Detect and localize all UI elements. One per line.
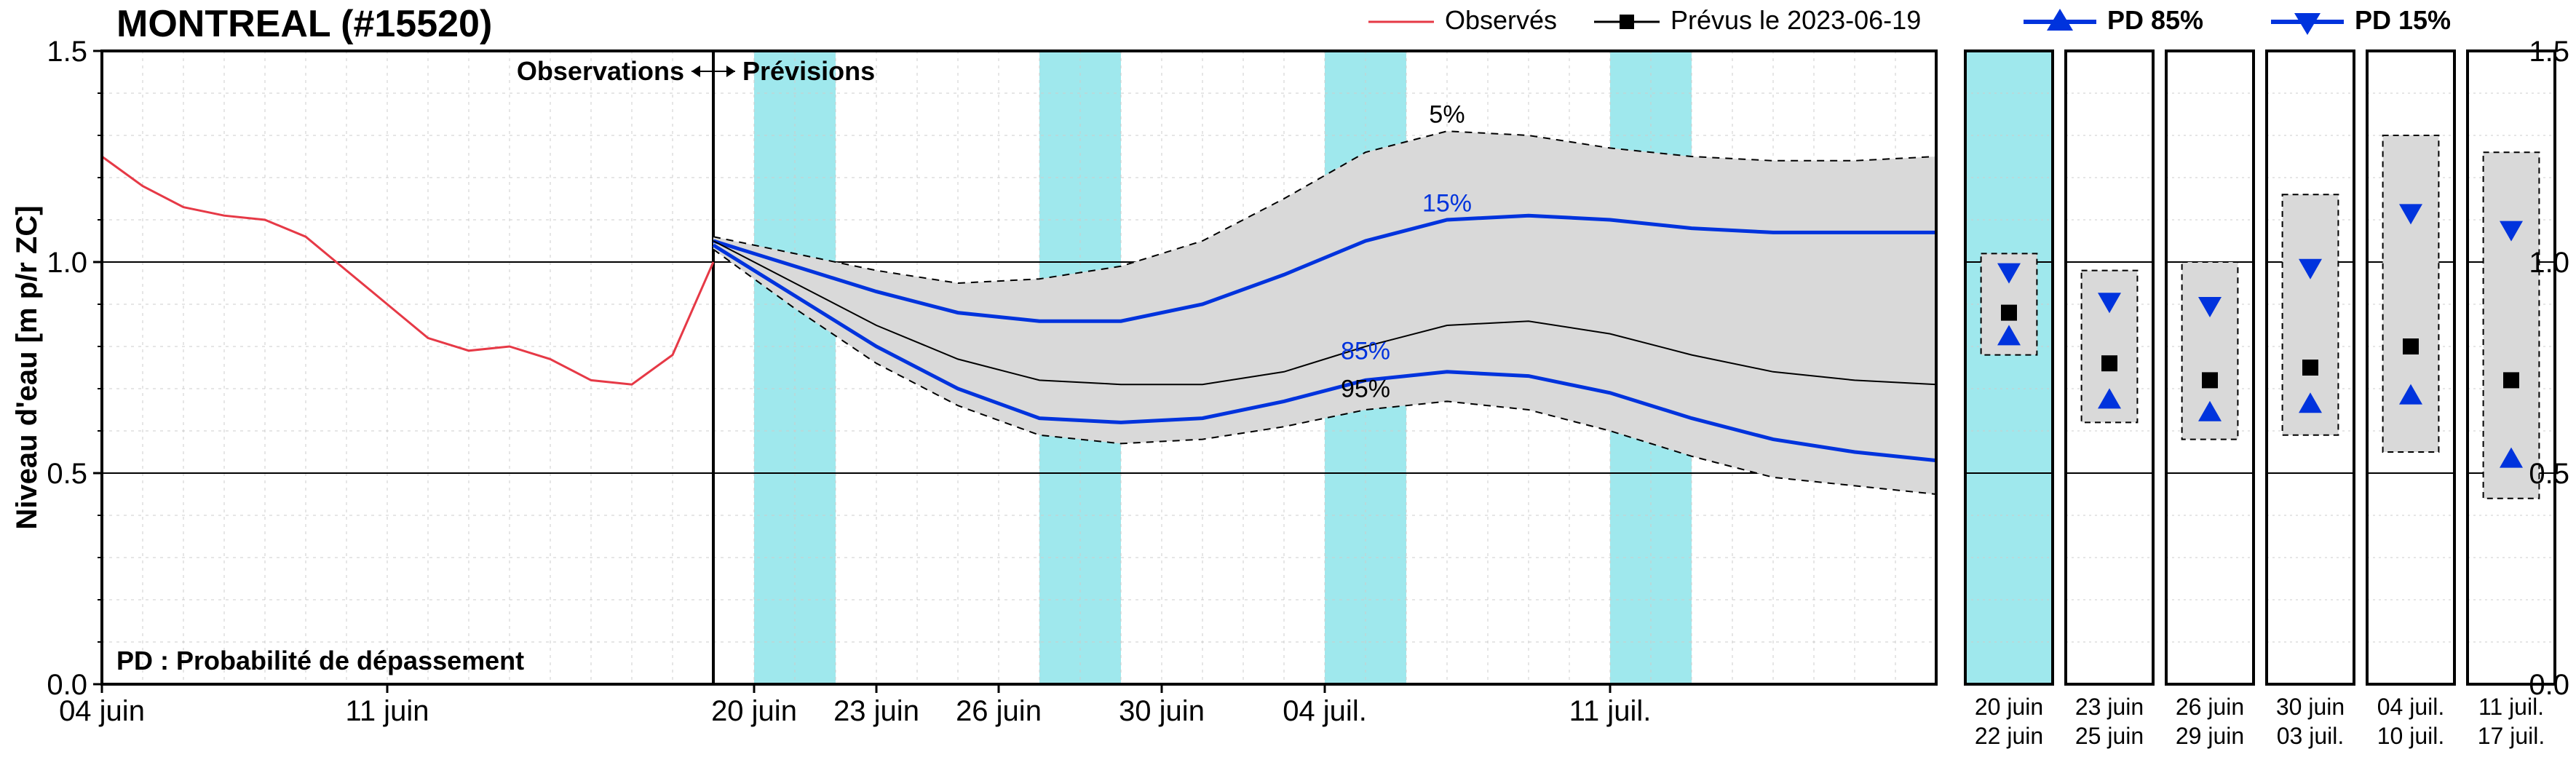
x-tick-label: 04 juil. [1283,695,1367,727]
y-tick-label: 1.0 [47,247,87,279]
x-tick-label: 11 juin [346,695,429,727]
x-tick-label: 04 juin [59,695,145,727]
legend-prevus: Prévus le 2023-06-19 [1671,5,1921,35]
panel-median-marker [2101,355,2117,371]
weekly-panel: 23 juin 25 juin [2066,51,2153,749]
weekly-panel: 26 juin 29 juin [2166,51,2254,749]
previsions-label: Prévisions [742,56,875,86]
panel-label-bot: 10 juil. [2377,723,2445,749]
pct-label-p5: 5% [1429,101,1465,129]
weekly-panel: 11 juil.17 juil. [2468,51,2555,749]
panel-median-marker [2202,372,2218,388]
x-tick-label: 26 juin [956,695,1042,727]
pct-label-p15: 15% [1422,189,1472,217]
panel-median-marker [2001,305,2017,321]
water-level-chart: Observés Prévus le 2023-06-19 PD 85% PD 15%… [0,0,2576,781]
panel-label-top: 20 juin [1975,694,2043,720]
panel-median-marker [2302,360,2318,376]
y-tick-right: 1.5 [2529,36,2569,68]
y-tick-right: 0.5 [2529,458,2569,490]
weekly-panel: 30 juin 03 juil. [2267,51,2354,749]
weekly-panel: 04 juil. 10 juil. [2367,51,2454,749]
legend-observes: Observés [1445,5,1557,35]
x-tick-label: 30 juin [1119,695,1205,727]
panel-label-bot: 29 juin [2176,723,2244,749]
x-tick-label: 11 juil. [1569,695,1652,727]
panel-label-top: 04 juil. [2377,694,2445,720]
weekly-panel: 20 juin 22 juin [1965,51,2053,749]
panel-band [2383,135,2439,452]
pct-label-p95: 95% [1341,376,1390,403]
x-tick-label: 23 juin [833,695,919,727]
panel-median-marker [2403,338,2419,354]
panel-band [2484,152,2540,499]
main-plot: 5% 15% 85% 95% Observations Prévisions PD : Pr… [102,51,1936,684]
observations-label: Observations [517,56,684,86]
y-axis-label: Niveau d'eau [m p/r ZC] [11,205,43,529]
panel-label-top: 23 juin [2075,694,2144,720]
panel-label-top: 30 juin [2276,694,2345,720]
y-tick-right: 1.0 [2529,247,2569,279]
y-tick-right: 0.0 [2529,669,2569,701]
panel-label-top: 26 juin [2176,694,2244,720]
panel-label-bot: 03 juil. [2277,723,2345,749]
chart-title: MONTREAL (#15520) [116,3,492,45]
chart-container: Observés Prévus le 2023-06-19 PD 85% PD 15%… [0,0,2576,781]
panel-median-marker [2503,372,2519,388]
pd-footer: PD : Probabilité de dépassement [116,646,524,675]
observed-line [102,156,713,384]
y-tick-label: 1.5 [47,36,87,68]
legend-pd85: PD 85% [2107,5,2203,35]
panel-label-bot: 22 juin [1975,723,2043,749]
x-tick-label: 20 juin [711,695,797,727]
y-tick-label: 0.5 [47,458,87,490]
legend-pd15: PD 15% [2355,5,2451,35]
panel-label-bot: 25 juin [2075,723,2144,749]
pct-label-p85: 85% [1341,337,1390,365]
panel-label-bot: 17 juil. [2478,723,2545,749]
